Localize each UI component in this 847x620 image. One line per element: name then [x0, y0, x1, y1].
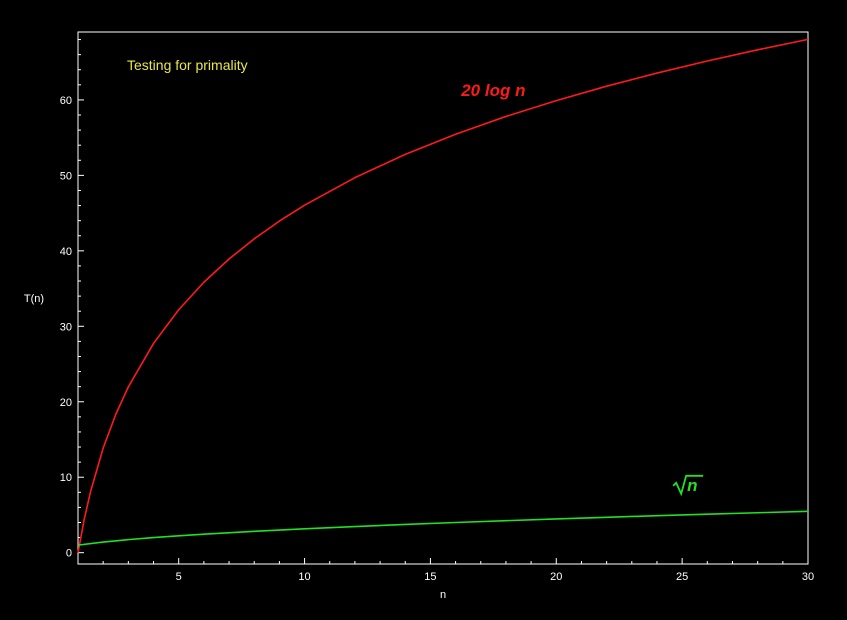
y-tick-label: 50 — [60, 170, 72, 182]
series-line-1 — [77, 510, 809, 546]
sqrt-n-label: n — [687, 476, 697, 495]
y-tick-label: 10 — [60, 472, 72, 484]
log-series-label: 20 log n — [460, 81, 525, 100]
y-axis-ticks: 0 10 20 30 40 50 60 — [60, 39, 84, 560]
y-tick-label: 40 — [60, 246, 72, 258]
chart-title: Testing for primality — [127, 57, 248, 73]
y-tick-label: 60 — [60, 95, 72, 107]
x-tick-label: 25 — [676, 571, 688, 583]
x-axis-ticks: 5 10 15 20 25 30 — [77, 558, 814, 583]
series-annotations: 20 log n n — [460, 81, 704, 497]
x-tick-label: 20 — [550, 571, 562, 583]
x-axis-label: n — [440, 589, 446, 601]
y-axis-label: T(n) — [24, 293, 44, 305]
sqrt-n-annotation: n — [672, 474, 704, 497]
radical-sign — [672, 474, 704, 497]
x-tick-label: 30 — [802, 571, 814, 583]
x-tick-label: 10 — [298, 571, 310, 583]
plot-frame — [77, 31, 809, 565]
y-tick-label: 20 — [60, 397, 72, 409]
y-tick-label: 0 — [66, 548, 72, 560]
series-lines — [77, 38, 809, 553]
series-line-0 — [77, 38, 809, 553]
x-tick-label: 15 — [424, 571, 436, 583]
x-tick-label: 5 — [176, 571, 182, 583]
y-tick-label: 30 — [60, 321, 72, 333]
